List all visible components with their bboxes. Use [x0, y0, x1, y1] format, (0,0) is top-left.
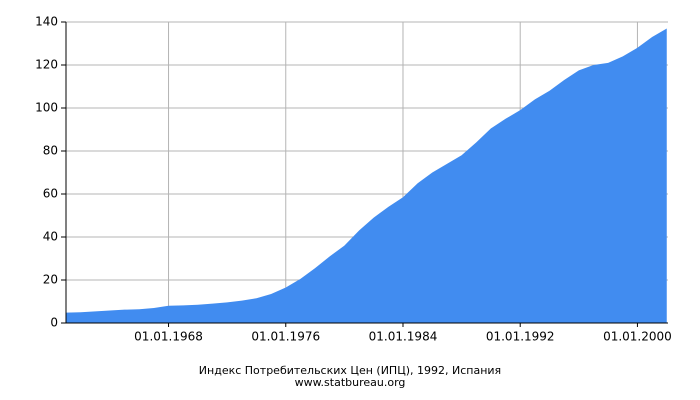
y-tick-label: 40: [43, 230, 58, 244]
y-tick-label: 140: [35, 15, 58, 29]
chart-title: Индекс Потребительских Цен (ИПЦ), 1992, …: [199, 364, 501, 377]
y-tick-label: 20: [43, 273, 58, 287]
y-tick-label: 0: [50, 316, 58, 330]
x-tick-label: 01.01.1984: [369, 330, 438, 344]
y-tick-label: 60: [43, 187, 58, 201]
x-tick-label: 01.01.2000: [603, 330, 672, 344]
area: [66, 28, 667, 323]
chart-source: www.statbureau.org: [295, 376, 406, 389]
x-tick-label: 01.01.1968: [134, 330, 203, 344]
y-tick-label: 80: [43, 144, 58, 158]
x-tick-label: 01.01.1992: [486, 330, 555, 344]
x-tick-label: 01.01.1976: [251, 330, 320, 344]
y-tick-label: 120: [35, 58, 58, 72]
y-tick-label: 100: [35, 101, 58, 115]
